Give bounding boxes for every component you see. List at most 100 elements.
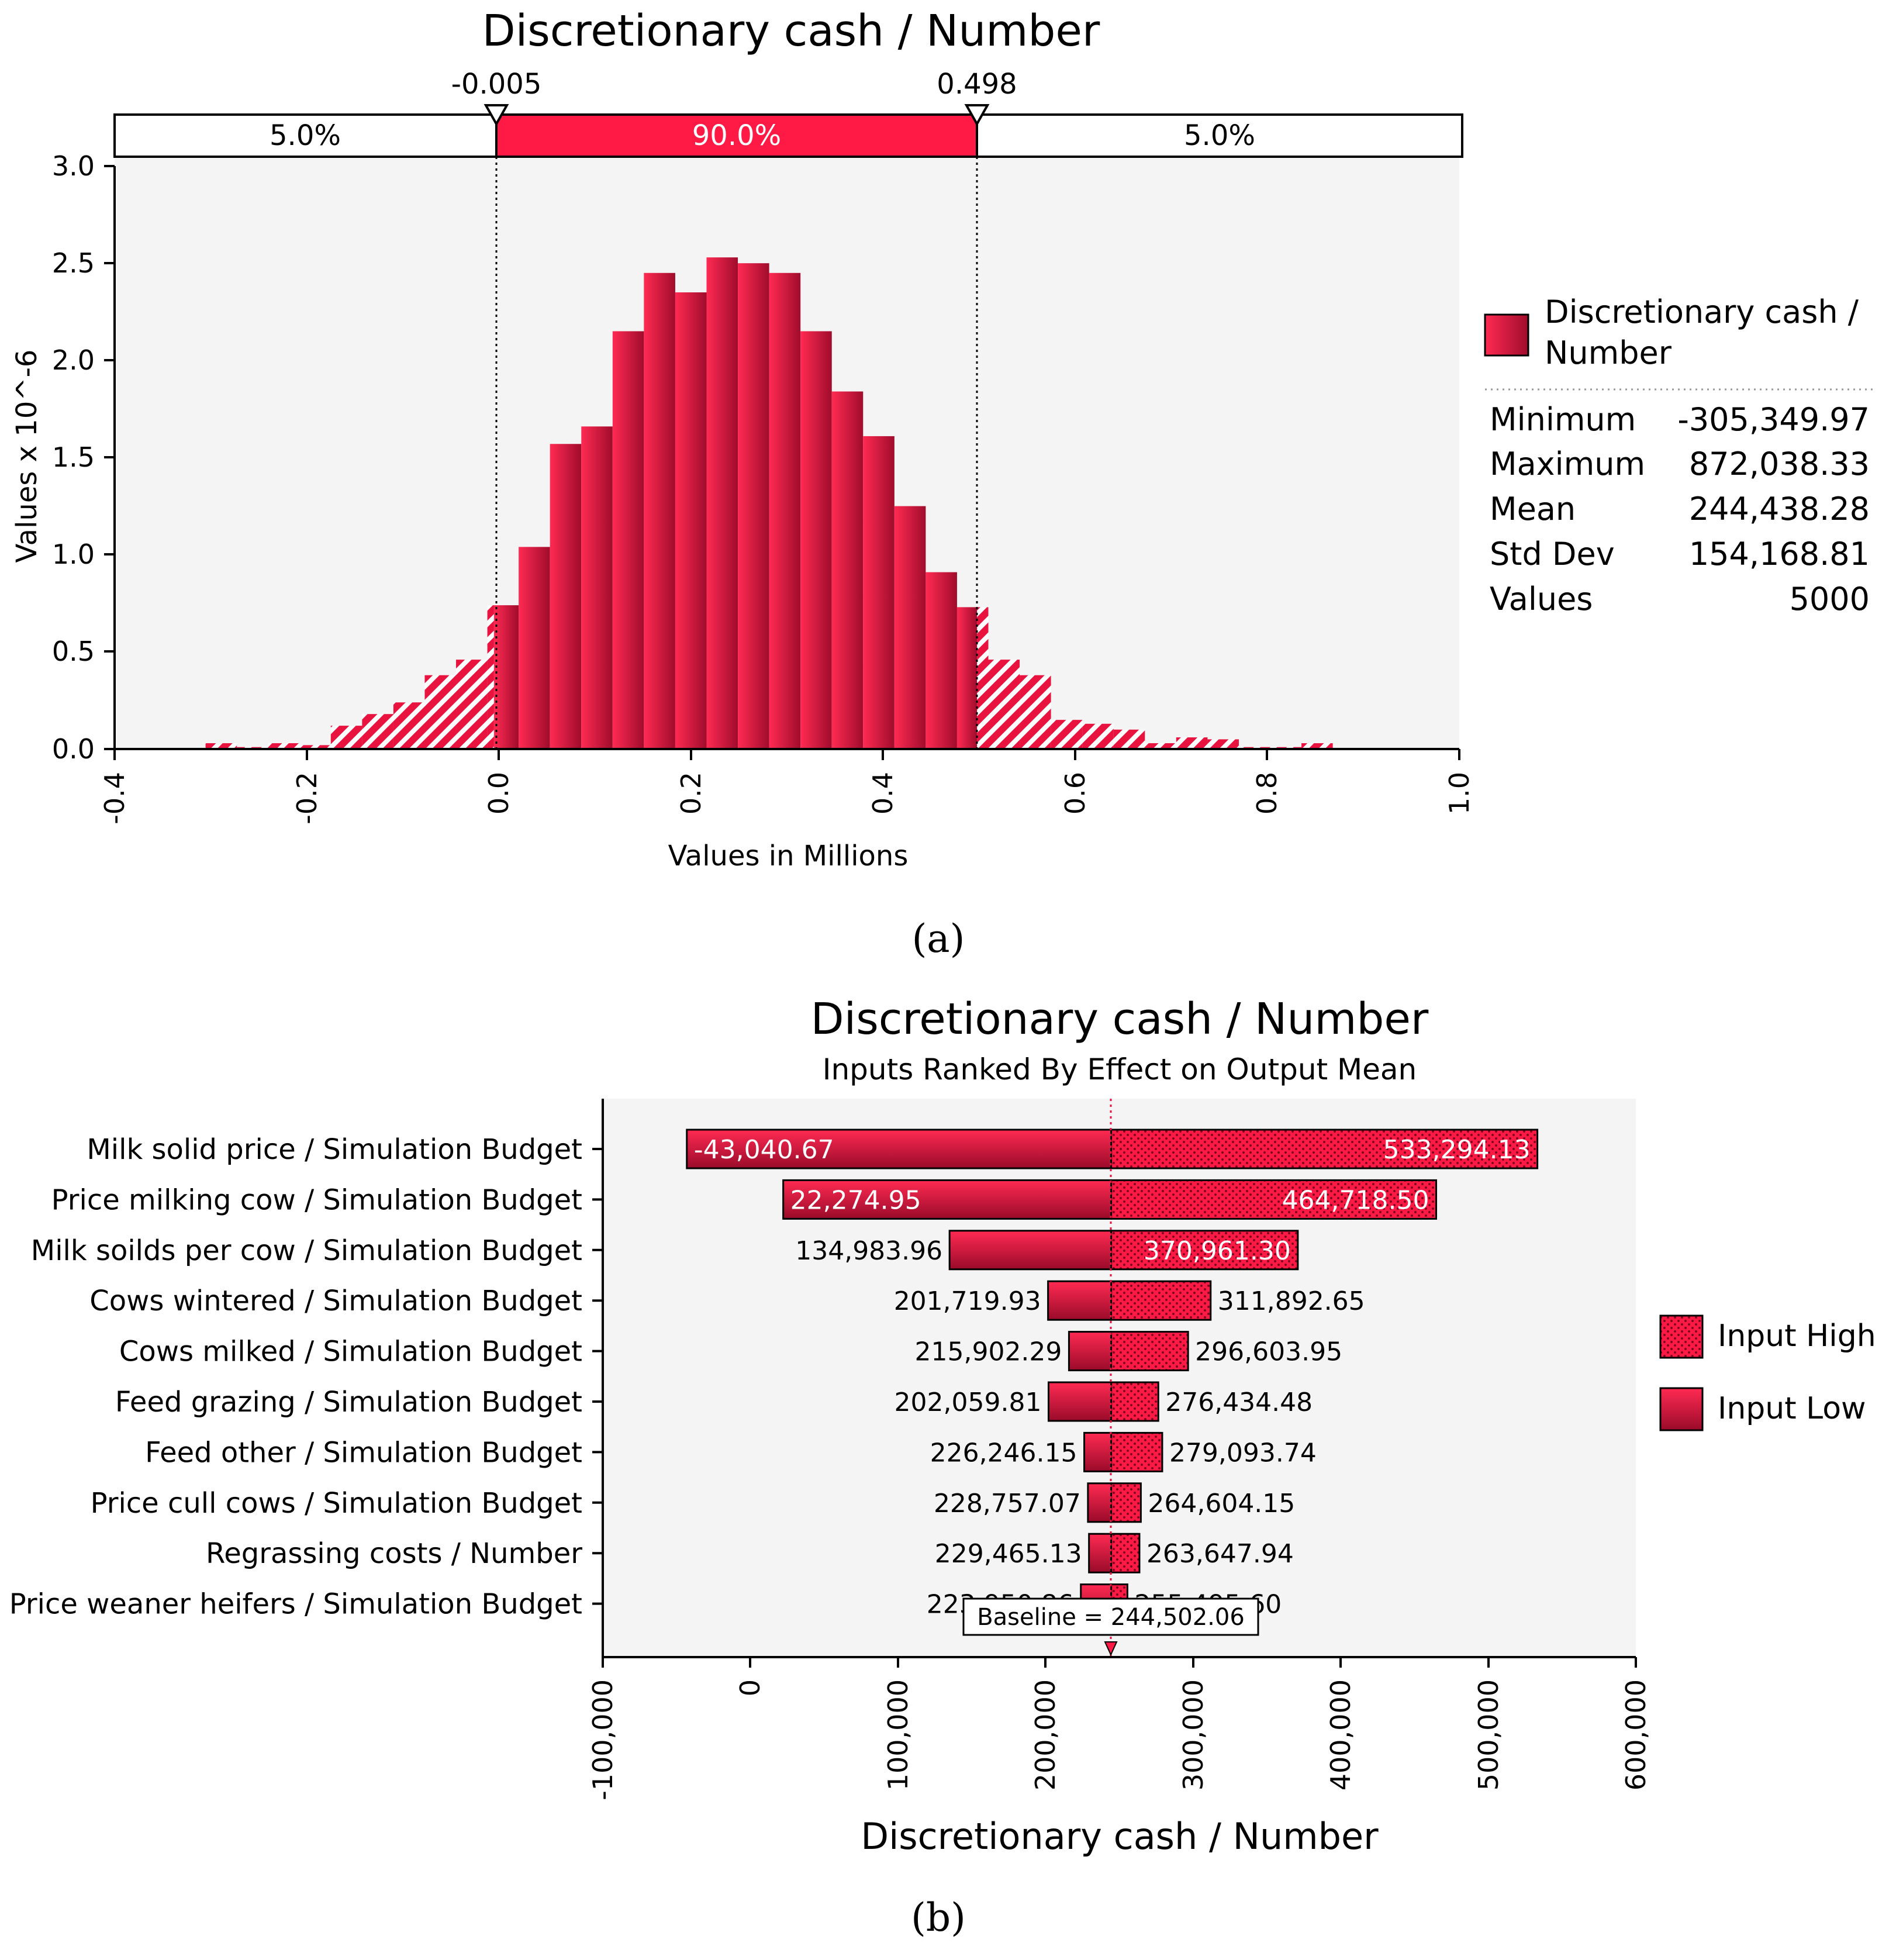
- tornado-bar-input-high: [1110, 1533, 1141, 1573]
- x-tick-label: 200,000: [1030, 1679, 1061, 1790]
- legend-input-low-label: Input Low: [1718, 1391, 1866, 1426]
- x-tick-label: 0.2: [675, 772, 707, 815]
- tornado-low-value-label: 201,719.93: [894, 1286, 1041, 1316]
- x-tick-label: 400,000: [1325, 1679, 1356, 1790]
- histogram-bar: [1176, 737, 1208, 749]
- histogram-bar: [299, 745, 331, 749]
- histogram-bar: [800, 331, 832, 749]
- tornado-high-value-label: 264,604.15: [1148, 1489, 1295, 1519]
- band-left-box: [113, 113, 498, 158]
- histogram-bar: [706, 257, 738, 749]
- legend-series-name-line1: Discretionary cash /: [1545, 294, 1859, 330]
- band-left-label: 5.0%: [270, 119, 341, 152]
- y-tick-label: 1.5: [52, 441, 95, 473]
- panel-label-b: (b): [911, 1895, 966, 1940]
- histogram-x-axis-label: Values in Millions: [668, 840, 909, 872]
- tornado-bar-input-high: [1110, 1381, 1159, 1422]
- stat-label: Maximum: [1490, 446, 1645, 482]
- histogram-bar: [487, 605, 494, 749]
- stat-label: Values: [1490, 581, 1593, 617]
- tornado-category-label: Price milking cow / Simulation Budget: [51, 1183, 582, 1216]
- tornado-low-value-label: 202,059.81: [895, 1388, 1042, 1417]
- histogram-legend: Discretionary cash / Number Minimum -305…: [1484, 294, 1874, 617]
- legend-input-high-swatch: [1659, 1314, 1704, 1359]
- histogram-y-axis-label: Values x 10^-6: [11, 350, 43, 563]
- tornado-category-label: Cows milked / Simulation Budget: [119, 1336, 582, 1368]
- histogram-y-ticks: 0.0 0.5 1.0 1.5 2.0 2.5 3.0: [52, 150, 115, 765]
- histogram-bar: [1082, 723, 1114, 749]
- histogram-bar: [1207, 739, 1239, 749]
- y-tick-label: 1.0: [52, 539, 95, 570]
- tornado-bar-input-high: [1110, 1482, 1142, 1523]
- stat-label: Mean: [1490, 491, 1576, 527]
- histogram-bar: [581, 426, 613, 749]
- histogram-bar: [493, 605, 519, 749]
- tornado-low-value-label: 22,274.95: [790, 1185, 921, 1215]
- histogram-bar: [1145, 743, 1176, 749]
- tornado-bar-input-low: [1047, 1280, 1113, 1321]
- histogram-bar: [894, 506, 926, 749]
- left-delimiter-handle-icon[interactable]: [484, 104, 509, 127]
- tornado-category-label: Feed grazing / Simulation Budget: [115, 1386, 582, 1419]
- histogram-bar: [675, 292, 707, 749]
- stat-value: 154,168.81: [1689, 536, 1870, 572]
- legend-input-low-swatch: [1659, 1387, 1704, 1431]
- tornado-bar-input-high: [1110, 1431, 1163, 1472]
- tornado-high-value-label: 311,892.65: [1218, 1286, 1365, 1316]
- right-delimiter-handle-icon[interactable]: [964, 104, 990, 127]
- left-delimiter-value: -0.005: [451, 68, 542, 101]
- x-tick-label: 0.6: [1059, 772, 1091, 815]
- tornado-category-label: Price cull cows / Simulation Budget: [91, 1487, 582, 1520]
- histogram-bar: [362, 714, 393, 749]
- tornado-bar-input-low: [1088, 1533, 1113, 1573]
- histogram-bar: [612, 331, 644, 749]
- tornado-x-axis-label: Discretionary cash / Number: [861, 1815, 1379, 1858]
- histogram-bar: [393, 702, 425, 749]
- histogram-bar: [1020, 675, 1051, 749]
- y-tick-label: 2.0: [52, 344, 95, 376]
- tornado-category-label: Milk solid price / Simulation Budget: [87, 1133, 582, 1166]
- tornado-bar-input-high: [1110, 1179, 1438, 1220]
- x-tick-label: 500,000: [1473, 1679, 1504, 1790]
- tornado-bar-input-low: [1087, 1482, 1113, 1523]
- tornado-bar-input-low: [1068, 1331, 1113, 1372]
- tornado-high-value-label: 370,961.30: [1144, 1236, 1291, 1266]
- x-tick-label: 1.0: [1443, 772, 1475, 815]
- tornado-bar-input-low: [1083, 1431, 1113, 1472]
- histogram-bar: [1051, 720, 1083, 749]
- stat-value: 244,438.28: [1689, 491, 1870, 527]
- tornado-bar-input-high: [1110, 1129, 1539, 1169]
- tornado-x-ticks: -100,000 0 100,000 200,000 300,000 400,0…: [587, 1657, 1652, 1800]
- stat-value: 5000: [1790, 581, 1870, 617]
- stat-label: Std Dev: [1490, 536, 1615, 572]
- tornado-high-value-label: 276,434.48: [1165, 1388, 1313, 1417]
- tornado-category-label: Price weaner heifers / Simulation Budget: [9, 1588, 582, 1621]
- histogram-panel: Discretionary cash / Number 5.0% 90.0% 5…: [11, 6, 1874, 961]
- y-tick-label: 3.0: [52, 150, 95, 182]
- histogram-bar: [769, 272, 801, 749]
- x-tick-label: 600,000: [1620, 1679, 1652, 1790]
- band-right-box: [976, 113, 1463, 158]
- band-middle-box: [495, 113, 978, 158]
- tornado-category-label: Cows wintered / Simulation Budget: [89, 1285, 582, 1317]
- tornado-high-value-label: 263,647.94: [1146, 1539, 1294, 1569]
- x-tick-label: 0.8: [1251, 772, 1283, 815]
- stat-value: -305,349.97: [1677, 401, 1870, 438]
- x-tick-label: 0.0: [483, 772, 514, 815]
- legend-input-high-label: Input High: [1718, 1319, 1876, 1354]
- histogram-bar: [1113, 729, 1145, 749]
- x-tick-label: 0: [734, 1679, 766, 1696]
- baseline-label-box: [962, 1597, 1259, 1636]
- tornado-bar-input-low: [1047, 1381, 1113, 1422]
- y-tick-label: 2.5: [52, 247, 95, 279]
- histogram-bar: [831, 391, 864, 749]
- histogram-bar: [330, 726, 362, 749]
- tornado-bar-input-high: [1110, 1331, 1189, 1372]
- histogram-bar: [519, 547, 550, 749]
- tornado-high-value-label: 296,603.95: [1195, 1337, 1342, 1367]
- y-tick-label: 0.0: [52, 733, 95, 765]
- tornado-bar-input-low: [948, 1230, 1113, 1271]
- right-delimiter-value: 0.498: [937, 68, 1017, 101]
- tornado-low-value-label: 229,465.13: [935, 1539, 1082, 1569]
